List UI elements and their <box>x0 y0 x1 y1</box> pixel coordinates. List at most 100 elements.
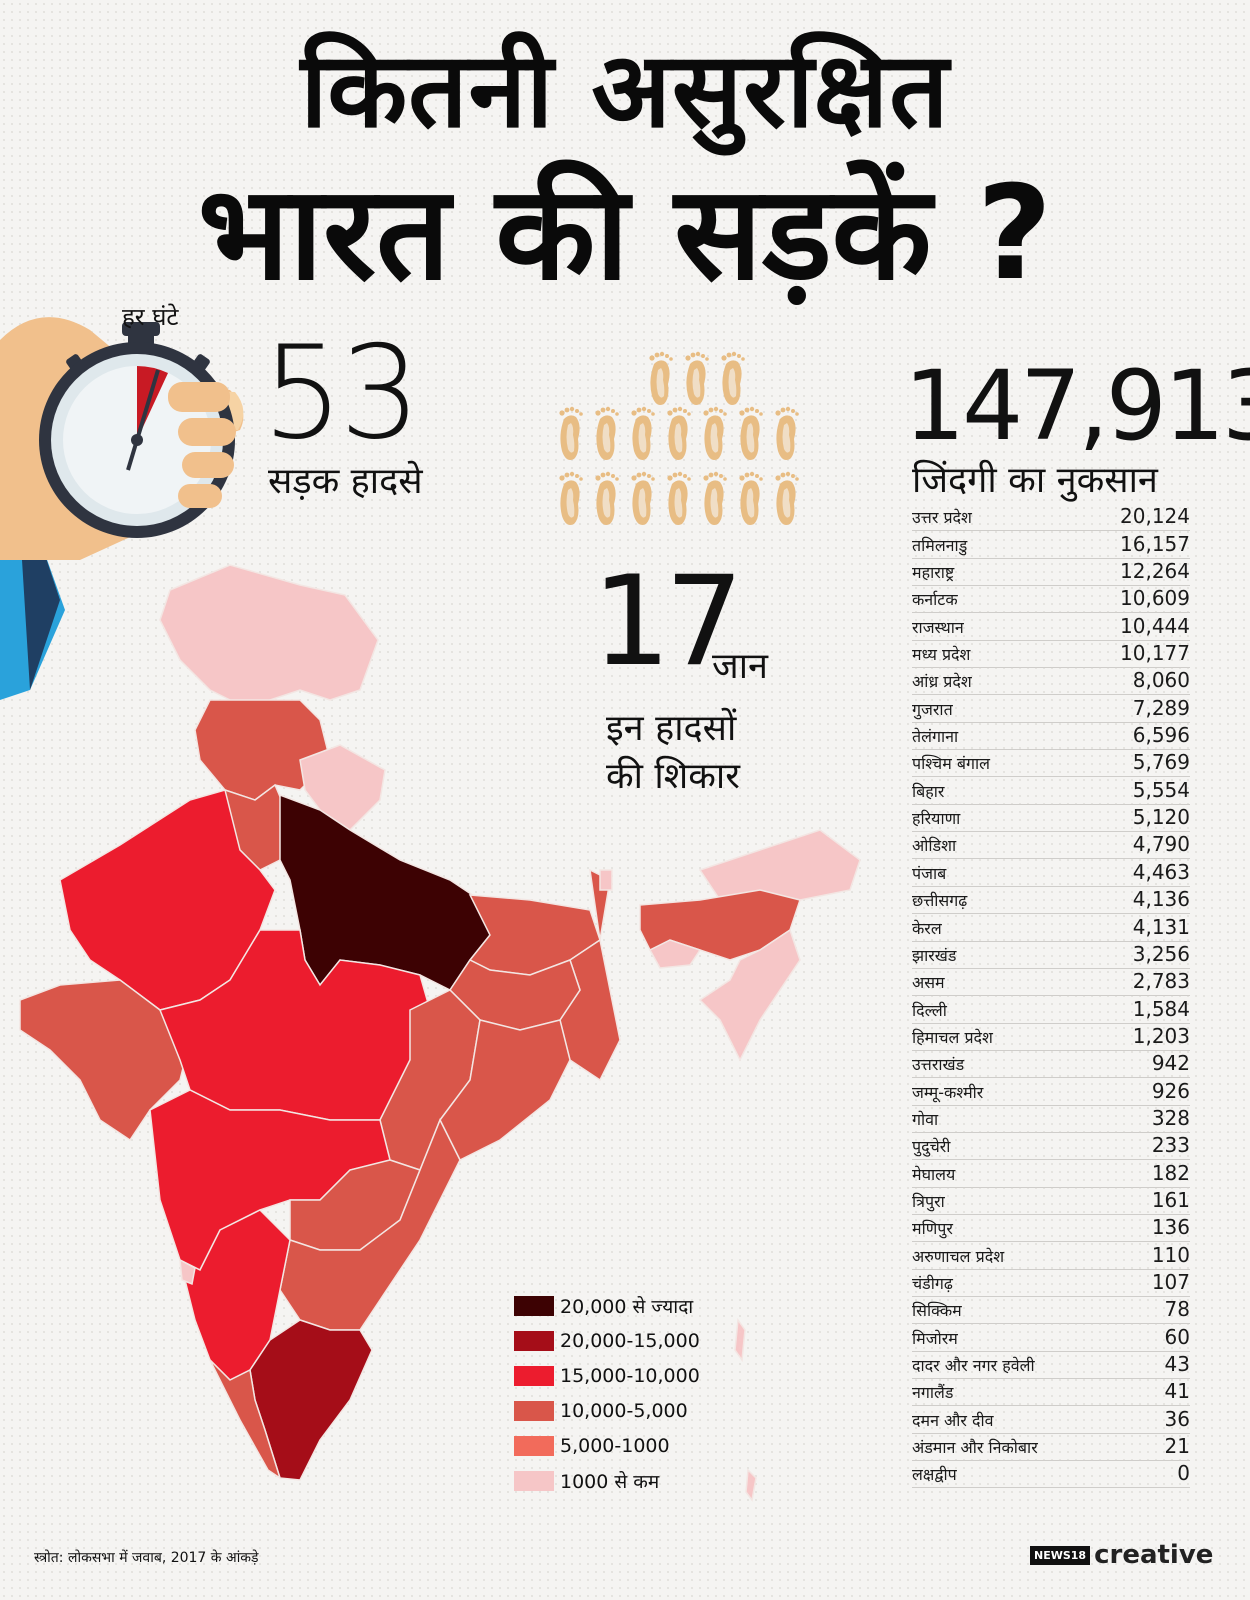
table-row: मिजोरम 60 <box>912 1324 1190 1352</box>
footprint-icon <box>595 406 619 460</box>
legend-swatch <box>514 1365 554 1386</box>
title-line-2: भारत की सड़कें ? <box>197 157 1053 309</box>
footprint-icon <box>667 471 691 525</box>
state-deaths-value: 233 <box>1151 1133 1190 1158</box>
footprint-icon <box>775 406 799 460</box>
state-deaths-value: 161 <box>1151 1187 1190 1212</box>
state-deaths-value: 43 <box>1164 1352 1190 1376</box>
state-deaths-value: 110 <box>1151 1242 1190 1267</box>
table-row: उत्तर प्रदेश 20,124 <box>912 504 1190 532</box>
state-deaths-value: 0 <box>1177 1461 1190 1486</box>
state-name: ओडिशा <box>912 836 957 856</box>
state-name: पुदुचेरी <box>912 1137 951 1157</box>
state-deaths-value: 5,769 <box>1132 750 1190 775</box>
legend-label: 15,000-10,000 <box>560 1364 700 1387</box>
title-line-1: कितनी असुरक्षित <box>300 29 950 151</box>
state-name: छत्तीसगढ़ <box>912 891 968 911</box>
state-name: उत्तर प्रदेश <box>912 508 972 528</box>
table-row: त्रिपुरा 161 <box>912 1188 1190 1215</box>
map-odisha <box>439 1019 571 1162</box>
footprint-icon <box>775 471 799 525</box>
state-name: असम <box>912 973 945 993</box>
table-row: चंडीगढ़ 107 <box>912 1270 1190 1297</box>
table-row: अरुणाचल प्रदेश 110 <box>912 1242 1190 1270</box>
table-row: नगालैंड 41 <box>912 1379 1190 1407</box>
table-row: लक्षद्वीप 0 <box>912 1461 1190 1489</box>
state-name: दमन और दीव <box>912 1410 994 1430</box>
map-west-bengal <box>559 868 621 1082</box>
map-goa <box>179 1258 196 1286</box>
table-row: दादर और नगर हवेली 43 <box>912 1352 1190 1379</box>
table-row: झारखंड 3,256 <box>912 942 1190 969</box>
state-deaths-value: 20,124 <box>1120 504 1190 529</box>
footprint-icon <box>703 471 727 525</box>
state-deaths-value: 78 <box>1164 1297 1190 1322</box>
footprint-icon <box>667 406 691 460</box>
state-deaths-value: 1,584 <box>1132 996 1190 1021</box>
state-name: दिल्ली <box>912 1000 947 1020</box>
per-hour-label: हर घंटे <box>122 303 179 331</box>
table-row: आंध्र प्रदेश 8,060 <box>912 668 1190 696</box>
state-name: केरल <box>912 918 942 938</box>
footprint-icon <box>595 471 619 525</box>
state-deaths-value: 1,203 <box>1132 1023 1190 1048</box>
state-name: आंध्र प्रदेश <box>912 672 972 692</box>
state-deaths-value: 41 <box>1164 1379 1190 1404</box>
total-deaths-label: जिंदगी का नुकसान <box>912 460 1158 501</box>
table-row: बिहार 5,554 <box>912 777 1190 805</box>
total-deaths-value: 147,913 <box>904 350 1250 462</box>
state-name: दादर और नगर हवेली <box>912 1356 1035 1375</box>
state-name: महाराष्ट्र <box>912 563 955 583</box>
table-row: मध्य प्रदेश 10,177 <box>912 641 1190 669</box>
state-name: राजस्थान <box>912 617 964 637</box>
footprint-icon <box>631 471 655 525</box>
table-row: कर्नाटक 10,609 <box>912 586 1190 614</box>
state-name: मेघालय <box>912 1164 956 1184</box>
table-row: गुजरात 7,289 <box>912 695 1190 723</box>
table-row: महाराष्ट्र 12,264 <box>912 559 1190 587</box>
state-name: मणिपुर <box>912 1219 953 1239</box>
brand-text: creative <box>1094 1540 1214 1570</box>
state-name: मध्य प्रदेश <box>912 645 971 665</box>
state-name: त्रिपुरा <box>912 1191 945 1211</box>
footprint-icon <box>739 406 763 460</box>
table-row: हिमाचल प्रदेश 1,203 <box>912 1024 1190 1051</box>
state-name: अंडमान और निकोबार <box>912 1438 1038 1458</box>
state-name: गुजरात <box>912 699 953 719</box>
footprint-icon <box>649 351 673 405</box>
state-deaths-value: 942 <box>1151 1051 1190 1076</box>
footprint-icon <box>631 406 655 460</box>
table-row: असम 2,783 <box>912 969 1190 997</box>
deaths-unit: जान <box>712 646 769 687</box>
table-row: तेलंगाना 6,596 <box>912 723 1190 751</box>
state-name: गोवा <box>912 1109 939 1129</box>
table-row: जम्मू-कश्मीर 926 <box>912 1078 1190 1106</box>
table-row: मेघालय 182 <box>912 1160 1190 1188</box>
state-name: चंडीगढ़ <box>912 1273 953 1293</box>
state-deaths-table: उत्तर प्रदेश 20,124 तमिलनाडु 16,157 महाराष्ट… <box>912 504 1190 1489</box>
state-deaths-value: 36 <box>1164 1406 1190 1431</box>
state-deaths-value: 4,136 <box>1132 887 1190 912</box>
state-name: तमिलनाडु <box>912 535 968 555</box>
state-name: हरियाणा <box>912 809 961 829</box>
footprint-icon <box>685 351 709 405</box>
accidents-label: सड़क हादसे <box>268 461 423 502</box>
state-deaths-value: 2,783 <box>1132 969 1190 994</box>
news18-logo: NEWS18 <box>1030 1545 1091 1565</box>
map-assam <box>639 889 801 961</box>
accidents-per-hour-value: 53 <box>262 319 421 468</box>
state-deaths-value: 10,444 <box>1120 613 1190 638</box>
state-deaths-value: 107 <box>1151 1269 1190 1294</box>
map-jammu-kashmir <box>159 564 379 706</box>
table-row: छत्तीसगढ़ 4,136 <box>912 887 1190 915</box>
state-deaths-value: 182 <box>1151 1160 1190 1185</box>
state-name: लक्षद्वीप <box>912 1465 957 1485</box>
state-deaths-value: 4,790 <box>1132 832 1190 857</box>
state-name: नगालैंड <box>912 1383 954 1403</box>
state-deaths-value: 4,131 <box>1132 914 1190 939</box>
legend-item: 20,000-15,000 <box>514 1323 700 1358</box>
state-name: अरुणाचल प्रदेश <box>912 1246 1005 1266</box>
legend-item: 1000 से कम <box>514 1463 700 1498</box>
